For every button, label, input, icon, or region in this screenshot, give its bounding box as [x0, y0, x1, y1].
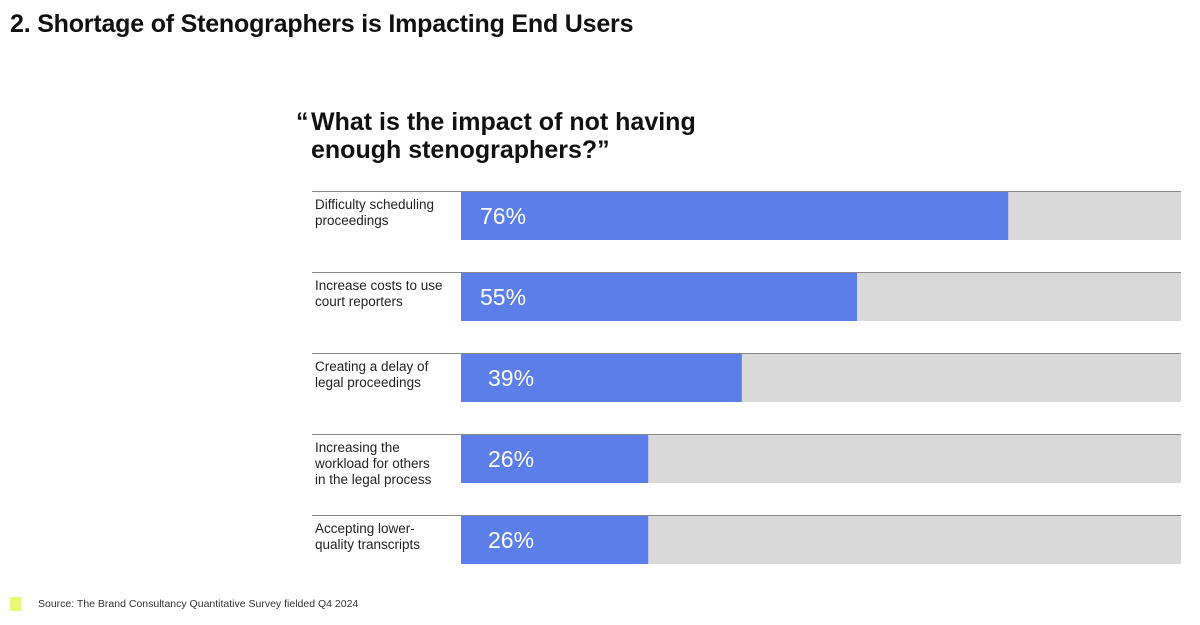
category-label-line: legal proceedings	[315, 375, 421, 390]
value-label: 55%	[480, 284, 526, 310]
bar-3	[461, 354, 742, 402]
value-label: 26%	[488, 446, 534, 472]
chart-title-text: What is the impact of not having enough …	[296, 108, 716, 164]
source-note: Source: The Brand Consultancy Quantitati…	[38, 598, 359, 610]
value-label: 39%	[488, 365, 534, 391]
category-label: Difficulty scheduling proceedings	[315, 197, 453, 229]
category-label-line: Increasing the	[315, 440, 400, 455]
category-label: Accepting lower-quality transcripts	[315, 521, 453, 553]
chart-title-label: What is the impact of not having enough …	[311, 108, 696, 164]
category-label-line: proceedings	[315, 213, 389, 228]
source-marker	[10, 597, 21, 611]
category-label: Increasing the workload for others in the …	[315, 440, 453, 488]
category-label: Creating a delay of legal proceedings	[315, 359, 453, 391]
bar-2	[461, 273, 857, 321]
category-label-line: workload for others	[315, 456, 430, 471]
category-label-line: Accepting lower-	[315, 521, 415, 536]
category-label-line: Difficulty scheduling	[315, 197, 435, 212]
category-label-line: court reporters	[315, 294, 403, 309]
category-label: Increase costs to use court reporters	[315, 278, 453, 310]
page-title: 2. Shortage of Stenographers is Impactin…	[10, 10, 634, 38]
category-label-line: in the legal process	[315, 472, 432, 487]
category-label-line: Creating a delay of	[315, 359, 429, 374]
open-quote-mark: “	[296, 108, 309, 136]
category-label-line: quality transcripts	[315, 537, 421, 552]
value-label: 26%	[488, 527, 534, 553]
category-label-line: Increase costs to use	[315, 278, 443, 293]
bar-5	[461, 516, 649, 564]
close-quote-mark: ”	[597, 136, 610, 164]
value-label: 76%	[480, 203, 526, 229]
bar-1	[461, 192, 1009, 240]
chart-title: “ What is the impact of not having enoug…	[296, 108, 716, 164]
bar-4	[461, 435, 649, 483]
